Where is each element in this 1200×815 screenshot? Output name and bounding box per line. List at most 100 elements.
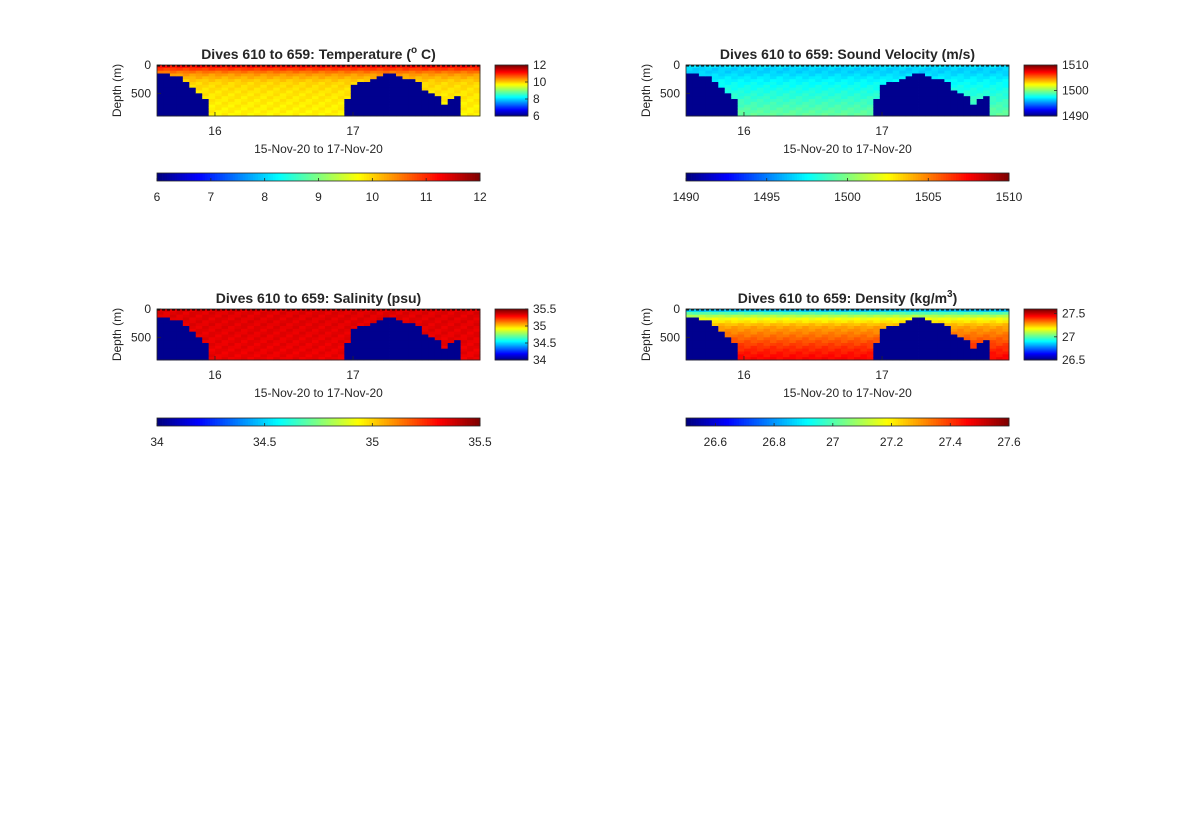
colorbar-swatch — [749, 173, 753, 181]
heatmap-cell — [744, 311, 751, 316]
heatmap-cell — [866, 351, 874, 355]
colorbar-swatch — [462, 173, 466, 181]
heatmap-cell — [357, 328, 365, 333]
heatmap-cell — [744, 96, 751, 100]
colorbar-swatch — [351, 418, 355, 426]
heatmap-cell — [176, 317, 184, 321]
heatmap-cell — [821, 357, 829, 361]
heatmap-cell — [750, 113, 758, 117]
heatmap-cell — [473, 309, 481, 313]
heatmap-cell — [467, 84, 474, 89]
colorbar-swatch — [167, 173, 171, 181]
colorbar-swatch — [495, 97, 528, 99]
heatmap-cell — [402, 84, 410, 89]
heatmap-cell — [228, 357, 235, 361]
heatmap-cell — [441, 345, 449, 350]
heatmap-cell — [402, 110, 410, 114]
heatmap-cell — [841, 311, 848, 316]
colorbar-swatch — [495, 338, 528, 340]
heatmap-cell — [157, 337, 164, 341]
heatmap-cell — [782, 337, 790, 341]
heatmap-cell — [396, 320, 403, 324]
heatmap-cell — [157, 343, 164, 347]
colorbar-swatch — [429, 418, 433, 426]
heatmap-cell — [853, 82, 861, 86]
heatmap-cell — [331, 348, 339, 352]
heatmap-cell — [815, 311, 823, 316]
colorbar-tick-label: 1505 — [915, 190, 942, 204]
heatmap-cell — [841, 357, 848, 361]
heatmap-cell — [731, 107, 739, 111]
heatmap-cell — [795, 354, 803, 358]
colorbar-swatch — [495, 65, 528, 67]
heatmap-cell — [182, 84, 190, 89]
heatmap-cell — [473, 79, 481, 83]
heatmap-cell — [802, 340, 810, 344]
y-tick-label: 500 — [660, 330, 680, 344]
heatmap-cell — [750, 354, 758, 358]
colorbar-swatch — [686, 173, 689, 181]
heatmap-cell — [428, 90, 436, 94]
heatmap-cell — [705, 314, 713, 318]
heatmap-cell — [253, 79, 261, 83]
heatmap-cell — [931, 314, 939, 318]
heatmap-cell — [454, 351, 462, 355]
heatmap-cell — [182, 76, 190, 80]
colorbar-swatch — [1024, 76, 1057, 78]
heatmap-cell — [925, 70, 932, 74]
heatmap-cell — [396, 79, 403, 83]
heatmap-cell — [389, 345, 397, 350]
heatmap-cell — [473, 323, 481, 327]
heatmap-cell — [711, 96, 719, 100]
heatmap-cell — [866, 345, 874, 350]
heatmap-cell — [828, 79, 835, 83]
heatmap-cell — [976, 104, 984, 108]
heatmap-cell — [434, 67, 442, 72]
heatmap-cell — [157, 101, 164, 106]
heatmap-cell — [221, 334, 229, 338]
heatmap-cell — [234, 73, 242, 77]
colorbar-swatch — [966, 173, 970, 181]
heatmap-cell — [234, 337, 242, 341]
heatmap-cell — [782, 357, 790, 361]
heatmap-cell — [963, 70, 971, 74]
heatmap-cell — [976, 93, 984, 97]
heatmap-cell — [473, 87, 481, 91]
heatmap-cell — [886, 337, 894, 341]
heatmap-cell — [724, 104, 732, 108]
heatmap-cell — [879, 323, 887, 327]
heatmap-cell — [473, 320, 481, 324]
heatmap-cell — [376, 357, 384, 361]
heatmap-cell — [312, 96, 319, 100]
heatmap-cell — [357, 311, 365, 316]
heatmap-cell — [724, 309, 732, 313]
heatmap-cell — [937, 351, 945, 355]
heatmap-cell — [782, 104, 790, 108]
heatmap-cell — [950, 311, 958, 316]
heatmap-cell — [415, 113, 423, 117]
heatmap-cell — [996, 79, 1003, 83]
heatmap-cell — [912, 326, 919, 330]
heatmap-cell — [286, 317, 294, 321]
heatmap-cell — [221, 357, 229, 361]
colorbar-swatch — [204, 418, 208, 426]
heatmap-cell — [686, 331, 693, 335]
heatmap-cell — [795, 104, 803, 108]
heatmap-cell — [744, 309, 751, 313]
heatmap-cell — [169, 354, 177, 358]
heatmap-cell — [976, 101, 984, 106]
heatmap-cell — [208, 104, 216, 108]
heatmap-cell — [370, 343, 378, 347]
heatmap-cell — [905, 351, 913, 355]
heatmap-cell — [163, 113, 171, 117]
heatmap-cell — [847, 334, 855, 338]
heatmap-cell — [724, 314, 732, 318]
heatmap-cell — [912, 348, 919, 352]
heatmap-cell — [337, 96, 345, 100]
heatmap-cell — [279, 82, 287, 86]
heatmap-cell — [879, 93, 887, 97]
heatmap-cell — [208, 345, 216, 350]
heatmap-cell — [718, 110, 726, 114]
heatmap-cell — [202, 340, 210, 344]
heatmap-cell — [686, 113, 693, 117]
